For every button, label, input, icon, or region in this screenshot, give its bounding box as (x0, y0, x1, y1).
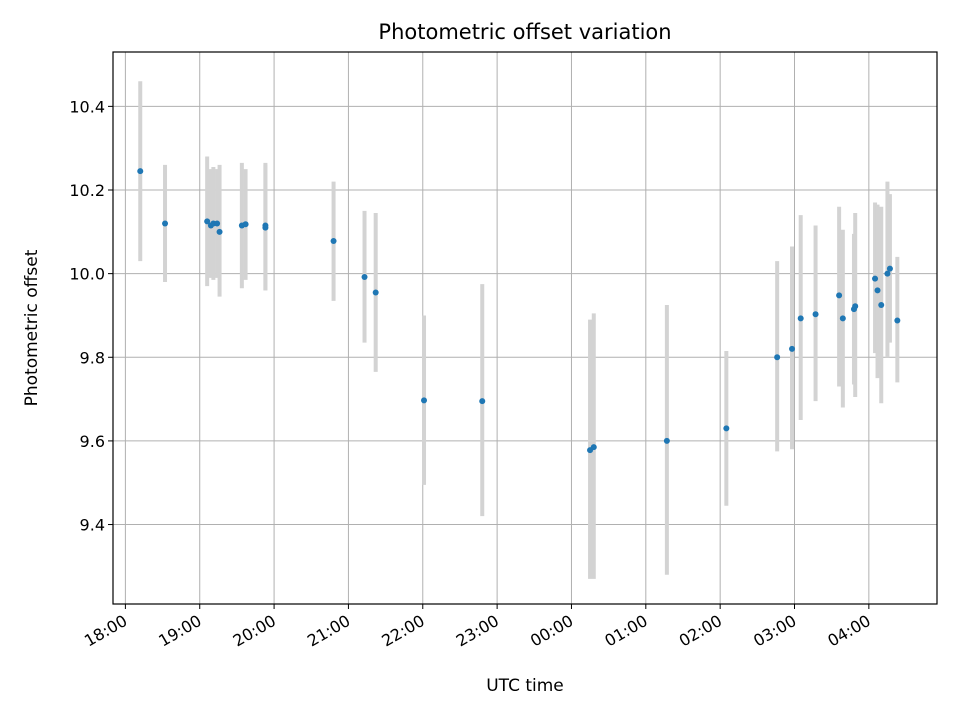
y-tick-label: 9.8 (80, 348, 105, 367)
data-point (361, 273, 368, 280)
data-point (878, 302, 885, 308)
y-tick-label: 9.4 (80, 516, 105, 535)
data-point (852, 303, 859, 310)
y-axis-label: Photometric offset (22, 249, 42, 406)
y-tick-label: 10.2 (69, 181, 105, 200)
data-point (797, 315, 804, 322)
data-point (262, 224, 269, 231)
x-tick-label: 18:00 (81, 611, 130, 651)
x-tick-label: 02:00 (676, 611, 725, 651)
data-point (872, 275, 879, 282)
data-point (216, 228, 223, 235)
x-tick-label: 22:00 (378, 611, 427, 651)
y-tick-label: 10.0 (69, 265, 105, 284)
x-tick-label: 23:00 (453, 611, 502, 651)
y-tick-label: 10.4 (69, 97, 105, 116)
data-points (137, 168, 901, 454)
x-tick-label: 04:00 (824, 611, 873, 651)
data-point (894, 317, 901, 324)
data-point (590, 444, 597, 451)
data-point (836, 292, 843, 299)
data-point (137, 168, 144, 175)
data-point (204, 218, 211, 225)
data-point (479, 398, 486, 405)
x-tick-label: 01:00 (601, 611, 650, 651)
y-tick-label: 9.6 (80, 432, 105, 451)
x-tick-label: 21:00 (304, 611, 353, 651)
errorbars (138, 81, 900, 579)
data-point (874, 287, 881, 294)
data-point (372, 289, 379, 296)
x-tick-label: 03:00 (750, 611, 799, 651)
x-tick-label: 00:00 (527, 611, 576, 651)
plot-frame (112, 51, 938, 605)
data-point (884, 270, 891, 277)
data-point (839, 315, 846, 322)
data-point (723, 425, 730, 432)
data-point (242, 221, 249, 228)
data-point (886, 265, 893, 272)
chart-title: Photometric offset variation (378, 20, 671, 44)
data-point (789, 345, 796, 352)
data-point (812, 311, 819, 318)
x-axis-label: UTC time (486, 676, 564, 696)
data-point (421, 397, 428, 404)
data-point (330, 238, 337, 245)
y-axis-ticks: 9.4 9.6 9.8 10.0 10.2 10.4 (69, 97, 113, 535)
x-tick-label: 20:00 (230, 611, 279, 651)
data-point (162, 220, 169, 227)
data-point (214, 220, 221, 227)
x-tick-label: 19:00 (155, 611, 204, 651)
x-axis-ticks: 18:00 19:00 20:00 21:00 22:00 23:00 00:00 01:00… (81, 604, 874, 651)
data-point (663, 437, 670, 444)
grid (113, 52, 937, 604)
data-point (774, 354, 781, 361)
